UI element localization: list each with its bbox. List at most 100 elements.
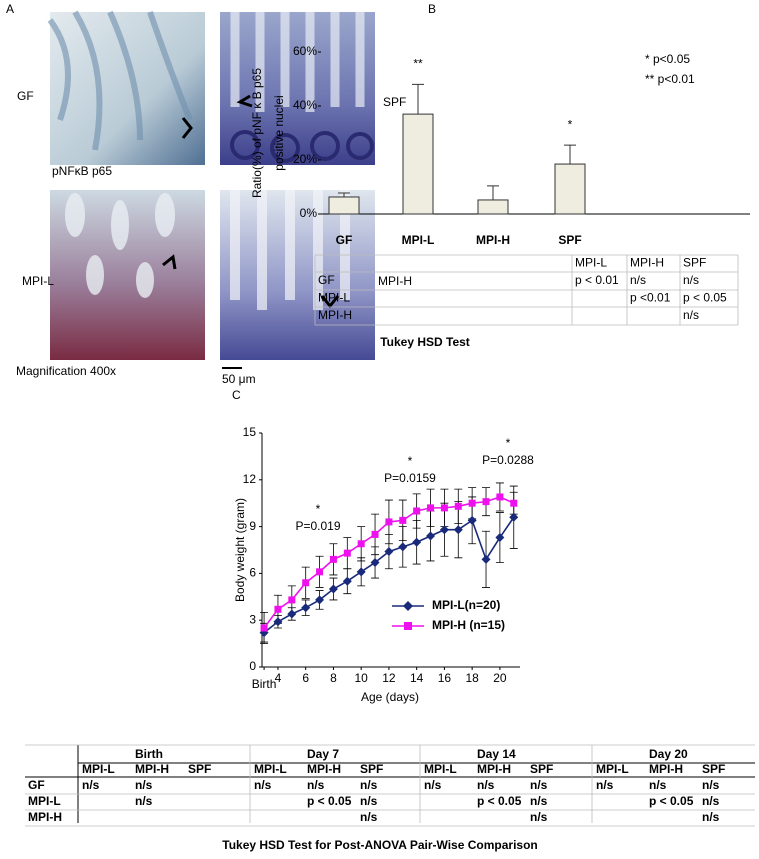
x-tick-label: 14: [410, 671, 424, 685]
legend-marker: [403, 601, 413, 611]
marker: [356, 567, 366, 577]
table-subheader: MPI-H: [649, 762, 683, 776]
marker: [439, 525, 449, 535]
label-mpi-h: MPI-H: [378, 274, 412, 288]
table-cell: n/s: [135, 794, 153, 808]
table-subheader: MPI-H: [307, 762, 341, 776]
marker: [399, 516, 407, 524]
marker: [384, 547, 394, 557]
x-tick-label: 12: [382, 671, 396, 685]
marker: [495, 533, 505, 543]
micrograph-gf: [50, 12, 205, 165]
marker: [482, 498, 490, 506]
marker: [496, 493, 504, 501]
micrographs: [47, 10, 375, 369]
panel-letter: A: [6, 2, 14, 16]
table-cell: n/s: [530, 778, 548, 792]
label-spf: SPF: [383, 95, 406, 109]
table-cell: n/s: [596, 778, 614, 792]
y-tick-label: 60%: [293, 44, 317, 58]
label-stain: pNFκB p65: [52, 164, 112, 178]
y-tick-label: 0%: [300, 206, 318, 220]
panel-letter: B: [428, 2, 436, 16]
marker: [413, 507, 421, 515]
table-cell: MPI-H: [318, 308, 352, 322]
marker: [316, 568, 324, 576]
x-tick-label: GF: [336, 233, 353, 247]
marker: [260, 624, 268, 632]
marker: [398, 542, 408, 552]
error-bar: [338, 192, 350, 197]
marker: [357, 540, 365, 548]
y-tick-label: 3: [249, 612, 256, 626]
x-axis-label: Age (days): [361, 690, 419, 704]
y-axis-label: Body weight (gram): [233, 498, 247, 602]
marker: [329, 555, 337, 563]
marker: [315, 595, 325, 605]
x-tick-label: 16: [438, 671, 452, 685]
table-row-label: MPI-L: [28, 794, 61, 808]
bar: [402, 113, 434, 215]
table-cell: n/s: [424, 778, 442, 792]
marker: [509, 512, 519, 522]
table-subheader: MPI-H: [135, 762, 169, 776]
marker: [371, 530, 379, 538]
marker: [274, 605, 282, 613]
marker: [454, 502, 462, 510]
table-group: Day 14: [477, 747, 516, 761]
table-cell: MPI-H: [630, 256, 664, 270]
label-mpi-l: MPI-L: [22, 274, 54, 288]
marker: [301, 603, 311, 613]
micrograph-mpi-h: [220, 190, 375, 360]
significance: **: [413, 57, 423, 71]
bar: [477, 199, 509, 215]
table-group: Day 20: [649, 747, 688, 761]
error-bar: [412, 83, 424, 115]
marker: [288, 596, 296, 604]
x-tick-label: 18: [465, 671, 479, 685]
marker: [468, 499, 476, 507]
annotation: P=0.019: [295, 519, 340, 533]
table-group: Day 7: [307, 747, 339, 761]
table-cell: n/s: [702, 810, 720, 824]
significance: *: [568, 117, 573, 131]
marker: [510, 499, 518, 507]
marker: [440, 504, 448, 512]
marker: [342, 576, 352, 586]
table-cell: n/s: [254, 778, 272, 792]
table-subheader: SPF: [188, 762, 211, 776]
marker: [453, 525, 463, 535]
note: ** p<0.01: [645, 72, 695, 86]
legend-label: MPI-L(n=20): [432, 598, 500, 612]
x-tick-label: 6: [302, 671, 309, 685]
table-subheader: MPI-H: [477, 762, 511, 776]
annotation: P=0.0159: [384, 471, 436, 485]
label-gf: GF: [17, 89, 34, 103]
x-tick-label: 8: [330, 671, 337, 685]
table-cell: n/s: [307, 778, 325, 792]
marker: [412, 537, 422, 547]
table-cell: n/s: [360, 794, 378, 808]
panel-letter: C: [232, 388, 241, 402]
annotation-star: *: [316, 502, 321, 516]
note: * p<0.05: [645, 52, 690, 66]
marker: [467, 515, 477, 525]
table-row-label: GF: [28, 778, 45, 792]
marker: [481, 554, 491, 564]
table-cell: n/s: [530, 794, 548, 808]
table-cell: p <0.01: [630, 291, 671, 305]
table-cell: SPF: [683, 256, 706, 270]
table-subheader: MPI-L: [596, 762, 629, 776]
marker: [427, 504, 435, 512]
table-caption: Tukey HSD Test: [380, 335, 470, 349]
y-tick-label: 15: [243, 425, 257, 439]
y-axis-label: positive nuclei: [272, 95, 286, 170]
annotation-star: *: [506, 436, 511, 450]
legend-label: MPI-H (n=15): [432, 618, 505, 632]
table-cell: n/s: [630, 273, 646, 287]
label-scale: 50 μm: [222, 372, 256, 386]
y-tick-label: 12: [243, 472, 257, 486]
annotation-star: *: [408, 454, 413, 468]
y-tick-label: 6: [249, 566, 256, 580]
